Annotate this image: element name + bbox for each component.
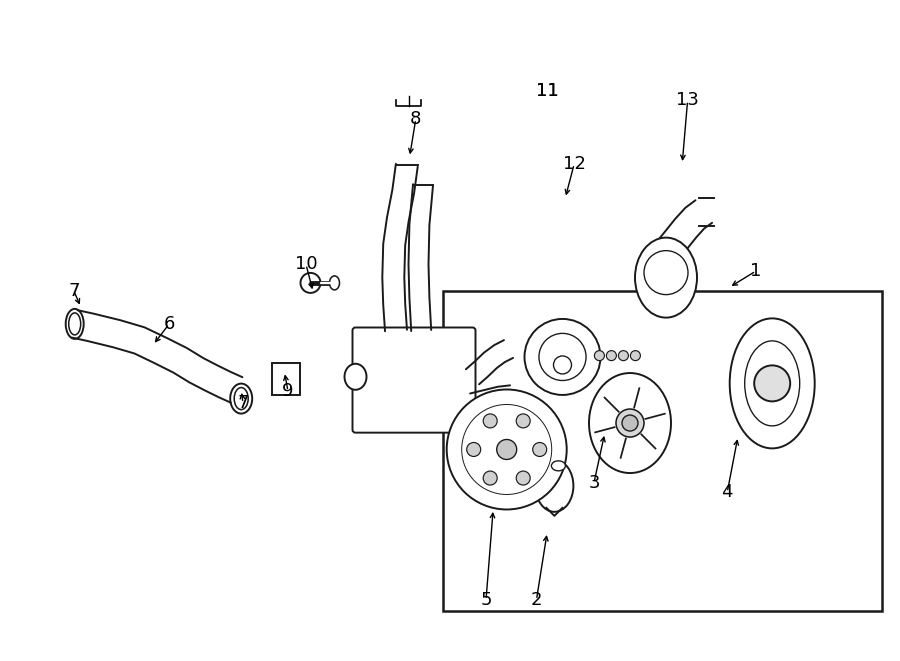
Circle shape	[607, 350, 616, 361]
Circle shape	[594, 350, 605, 361]
Ellipse shape	[552, 461, 565, 471]
Circle shape	[616, 409, 644, 437]
Circle shape	[630, 350, 641, 361]
Text: 6: 6	[164, 315, 175, 333]
Circle shape	[517, 471, 530, 485]
Ellipse shape	[730, 319, 815, 448]
Circle shape	[483, 471, 497, 485]
Ellipse shape	[554, 356, 572, 374]
Ellipse shape	[301, 273, 320, 293]
Circle shape	[618, 350, 628, 361]
Circle shape	[644, 251, 688, 295]
Circle shape	[483, 414, 497, 428]
Text: 9: 9	[283, 382, 293, 401]
Text: 8: 8	[410, 110, 421, 128]
Circle shape	[622, 415, 638, 431]
Text: 3: 3	[589, 473, 599, 492]
Text: 7: 7	[238, 394, 248, 412]
Circle shape	[467, 442, 481, 457]
Text: 2: 2	[531, 591, 542, 609]
Text: 11: 11	[536, 82, 559, 100]
Ellipse shape	[536, 460, 573, 512]
Text: 4: 4	[722, 483, 733, 502]
Circle shape	[517, 414, 530, 428]
Circle shape	[446, 389, 567, 510]
Circle shape	[533, 442, 546, 457]
Text: 12: 12	[562, 155, 586, 173]
Text: 7: 7	[68, 282, 79, 300]
Bar	[272, 363, 301, 395]
Text: 1: 1	[751, 262, 761, 280]
Ellipse shape	[329, 276, 339, 290]
Circle shape	[754, 366, 790, 401]
Text: 13: 13	[676, 91, 699, 110]
Circle shape	[525, 319, 600, 395]
Text: 5: 5	[481, 591, 491, 609]
Ellipse shape	[635, 237, 697, 318]
Ellipse shape	[589, 373, 671, 473]
Ellipse shape	[345, 364, 366, 390]
Text: 11: 11	[536, 82, 559, 100]
FancyBboxPatch shape	[353, 327, 475, 433]
Text: 10: 10	[294, 255, 318, 274]
Circle shape	[497, 440, 517, 459]
Bar	[443, 291, 882, 611]
